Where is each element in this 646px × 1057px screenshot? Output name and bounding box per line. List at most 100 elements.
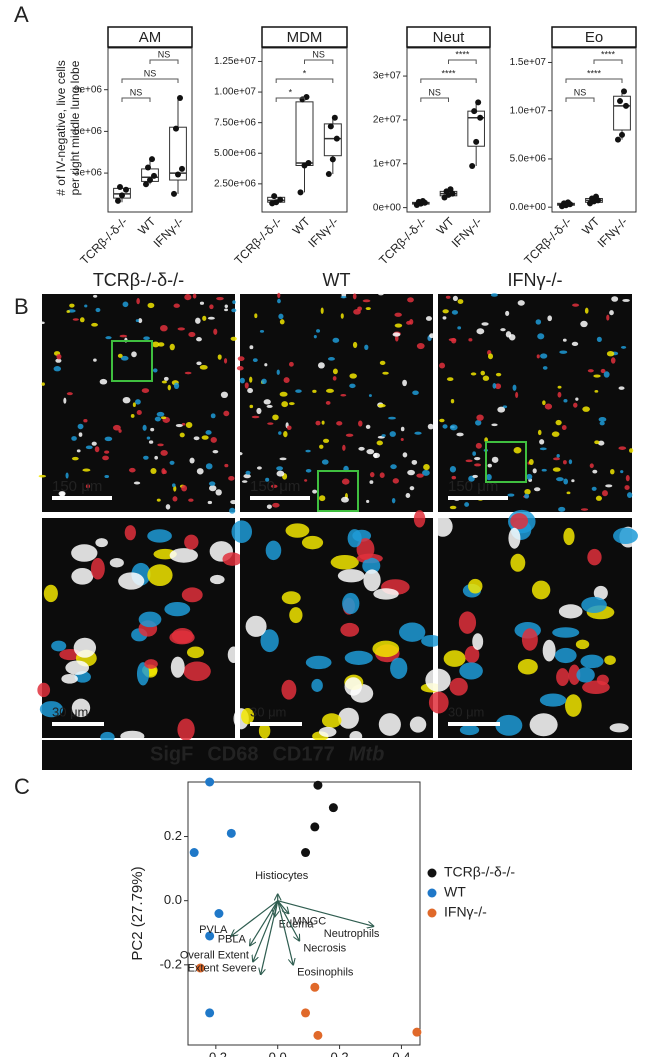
cell <box>563 527 575 546</box>
cell <box>102 455 109 461</box>
cell <box>464 502 470 507</box>
cell <box>193 436 200 441</box>
cell <box>459 724 480 736</box>
cell <box>449 466 457 473</box>
panel-label: C <box>14 774 30 799</box>
cell <box>265 540 282 561</box>
x-tick-label: 0.2 <box>331 1049 349 1057</box>
y-tick-label: 5.0e+06 <box>510 154 547 165</box>
cell <box>528 459 534 466</box>
cell <box>305 449 311 453</box>
x-tick-label: IFNγ-/- <box>449 214 485 250</box>
x-tick-label: 0.4 <box>392 1049 410 1057</box>
x-tick-label: IFNγ-/- <box>595 214 631 250</box>
cell <box>362 557 381 574</box>
cell <box>120 730 145 742</box>
y-tick-label: 1.25e+07 <box>214 56 256 67</box>
cell <box>202 315 207 321</box>
cell <box>402 379 407 387</box>
cell <box>318 726 337 737</box>
cell <box>413 510 426 528</box>
cell <box>220 391 229 399</box>
cell <box>55 358 62 363</box>
cell <box>340 622 360 637</box>
loading-label: PVLA <box>199 924 228 936</box>
point <box>151 172 157 179</box>
cell <box>402 452 408 458</box>
loading-label: Overall Extent <box>180 950 249 962</box>
cell <box>603 371 610 378</box>
cell <box>161 380 168 384</box>
cell <box>236 366 244 371</box>
cell <box>39 321 45 325</box>
cell <box>533 487 541 492</box>
cell <box>277 298 281 304</box>
cell <box>65 472 69 479</box>
cell <box>468 578 483 594</box>
cell <box>597 440 605 446</box>
micrograph <box>240 294 433 512</box>
cell <box>181 422 186 426</box>
cell <box>537 429 542 436</box>
cell <box>285 523 310 538</box>
cell <box>289 607 303 624</box>
cell <box>474 456 481 461</box>
cell <box>495 714 523 736</box>
panel-label: A <box>14 2 29 27</box>
point <box>615 136 621 143</box>
cell <box>210 436 217 443</box>
cell <box>568 459 573 465</box>
point <box>205 931 215 941</box>
cell <box>230 336 237 341</box>
cell <box>169 343 175 351</box>
cell <box>352 341 358 349</box>
cell <box>196 337 202 342</box>
cell <box>524 488 531 495</box>
cell <box>562 338 567 342</box>
cell <box>439 418 445 423</box>
plot-frame <box>187 781 421 1046</box>
cell <box>594 440 600 445</box>
cell <box>122 396 131 404</box>
stain-label: Mtb <box>349 743 385 765</box>
cell <box>604 655 616 665</box>
facet-strip <box>551 26 637 48</box>
cell <box>265 477 270 482</box>
cell <box>336 421 343 426</box>
box <box>295 101 314 166</box>
cell <box>412 390 419 396</box>
cell <box>492 382 497 389</box>
cell <box>539 693 567 707</box>
cell <box>201 435 209 440</box>
cell <box>442 424 448 429</box>
cell <box>427 423 434 430</box>
cell <box>245 615 267 637</box>
cell <box>558 604 583 619</box>
cell <box>208 481 216 486</box>
point <box>313 780 323 790</box>
cell <box>150 468 157 474</box>
point <box>175 171 181 178</box>
cell <box>532 468 537 474</box>
y-tick-label: -0.2 <box>160 956 182 971</box>
cell <box>94 446 100 453</box>
cell <box>394 323 403 328</box>
cell <box>173 382 180 390</box>
cell <box>270 484 278 488</box>
cell <box>136 662 150 686</box>
inset-box <box>317 470 359 512</box>
cell <box>93 358 97 362</box>
cell <box>319 495 326 502</box>
cell <box>356 538 375 561</box>
cell <box>366 499 370 503</box>
cell <box>581 596 607 613</box>
cell <box>261 378 267 385</box>
point <box>305 160 312 167</box>
cell <box>147 302 155 309</box>
cell <box>207 500 213 505</box>
cell <box>181 485 188 492</box>
point <box>205 777 215 787</box>
cell <box>212 449 219 454</box>
point <box>301 848 311 858</box>
cell <box>347 529 362 548</box>
